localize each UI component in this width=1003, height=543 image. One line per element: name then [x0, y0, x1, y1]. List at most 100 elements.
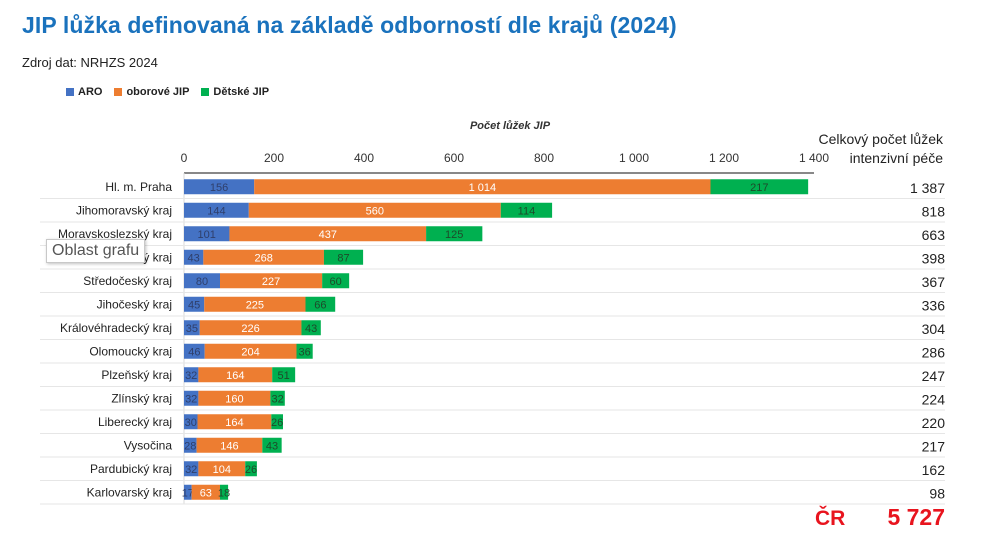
bar-aro	[184, 179, 255, 195]
data-label: 227	[262, 276, 280, 288]
row-total: 1 387	[910, 180, 945, 196]
data-label: 26	[271, 417, 283, 429]
x-tick-label: 400	[354, 151, 374, 165]
totals-header-line1: Celkový počet lůžek	[818, 131, 943, 147]
data-label: 60	[330, 276, 342, 288]
data-label: 18	[218, 487, 230, 499]
data-label: 43	[188, 252, 200, 264]
legend-swatch-detske-jip	[201, 88, 210, 96]
totals-header-line2: intenzivní péče	[849, 150, 943, 166]
data-label: 156	[210, 182, 228, 194]
legend-item-detske-jip[interactable]: Dětské JIP	[201, 86, 269, 98]
legend: ARO oborové JIP Dětské JIP	[66, 86, 269, 98]
data-label: 125	[445, 229, 463, 241]
x-axis-title: Počet lůžek JIP	[469, 120, 551, 132]
row-total: 398	[922, 250, 946, 266]
category-label: Liberecký kraj	[98, 415, 172, 429]
data-label: 51	[278, 370, 290, 382]
data-label: 164	[225, 417, 243, 429]
bar-oborov-jip	[198, 367, 273, 383]
bar-aro	[184, 273, 220, 289]
bar-d-tsk-jip	[220, 484, 229, 500]
data-label: 26	[245, 464, 257, 476]
bar-aro	[184, 320, 200, 336]
category-label: Jihomoravský kraj	[76, 203, 172, 217]
bar-aro	[184, 437, 197, 453]
bar-oborov-jip	[198, 390, 271, 406]
bar-aro	[184, 202, 249, 218]
bar-d-tsk-jip	[262, 437, 282, 453]
row-total: 247	[922, 368, 946, 384]
chart-area-tooltip: Oblast grafu	[46, 239, 146, 263]
data-label: 43	[266, 440, 278, 452]
category-label: Moravskoslezský kraj	[58, 227, 172, 241]
bar-oborov-jip	[198, 461, 246, 477]
x-tick-label: 1 000	[619, 151, 649, 165]
x-tick-label: 1 200	[709, 151, 739, 165]
data-label: 32	[271, 393, 283, 405]
row-total: 220	[922, 415, 946, 431]
legend-item-aro[interactable]: ARO	[66, 86, 102, 98]
data-label: 32	[185, 393, 197, 405]
x-tick-label: 1 400	[799, 151, 829, 165]
bar-d-tsk-jip	[305, 296, 336, 312]
bar-aro	[184, 414, 198, 430]
legend-item-oborove-jip[interactable]: oborové JIP	[114, 86, 189, 98]
bar-d-tsk-jip	[322, 273, 350, 289]
data-label: 1 014	[469, 182, 497, 194]
bar-oborov-jip	[204, 343, 297, 359]
row-total: 818	[922, 203, 946, 219]
category-label: Pardubický kraj	[90, 462, 172, 476]
bar-oborov-jip	[254, 179, 711, 195]
data-label: 104	[213, 464, 231, 476]
bar-d-tsk-jip	[271, 414, 283, 430]
data-label: 114	[518, 205, 536, 217]
data-label: 35	[186, 323, 198, 335]
category-label: Karlovarský kraj	[87, 485, 172, 499]
row-total: 224	[922, 391, 946, 407]
bar-oborov-jip	[229, 226, 427, 242]
category-label: Plzeňský kraj	[101, 368, 172, 382]
data-label: 36	[298, 346, 310, 358]
row-total: 663	[922, 227, 946, 243]
bar-d-tsk-jip	[296, 343, 313, 359]
category-label: Zlínský kraj	[111, 391, 172, 405]
country-total-label: ČR	[815, 507, 846, 530]
x-tick-label: 0	[181, 151, 188, 165]
data-label: 268	[254, 252, 272, 264]
bar-d-tsk-jip	[500, 202, 553, 218]
legend-swatch-oborove-jip	[114, 88, 123, 96]
data-label: 560	[366, 205, 384, 217]
bar-oborov-jip	[203, 249, 324, 265]
bar-oborov-jip	[248, 202, 501, 218]
bar-oborov-jip	[204, 296, 306, 312]
data-label: 164	[226, 370, 244, 382]
row-total: 336	[922, 297, 946, 313]
data-label: 46	[188, 346, 200, 358]
bar-d-tsk-jip	[426, 226, 483, 242]
legend-label-detske-jip: Dětské JIP	[213, 86, 270, 98]
data-label: 43	[305, 323, 317, 335]
bar-oborov-jip	[197, 414, 272, 430]
bar-aro	[184, 296, 205, 312]
data-label: 101	[198, 229, 216, 241]
country-total-value: 5 727	[887, 504, 945, 530]
bar-aro	[184, 484, 192, 500]
row-total: 98	[929, 485, 945, 501]
row-total: 286	[922, 344, 946, 360]
data-label: 66	[314, 299, 326, 311]
data-label: 437	[319, 229, 337, 241]
data-label: 28	[184, 440, 196, 452]
bar-oborov-jip	[199, 320, 302, 336]
row-total: 367	[922, 274, 946, 290]
legend-label-aro: ARO	[78, 86, 103, 98]
legend-swatch-aro	[66, 88, 74, 96]
row-total: 304	[922, 321, 946, 337]
bar-d-tsk-jip	[272, 367, 296, 383]
data-source: Zdroj dat: NRHZS 2024	[22, 55, 158, 70]
data-label: 146	[220, 440, 238, 452]
bar-aro	[184, 390, 199, 406]
bar-oborov-jip	[196, 437, 263, 453]
data-label: 32	[185, 464, 197, 476]
